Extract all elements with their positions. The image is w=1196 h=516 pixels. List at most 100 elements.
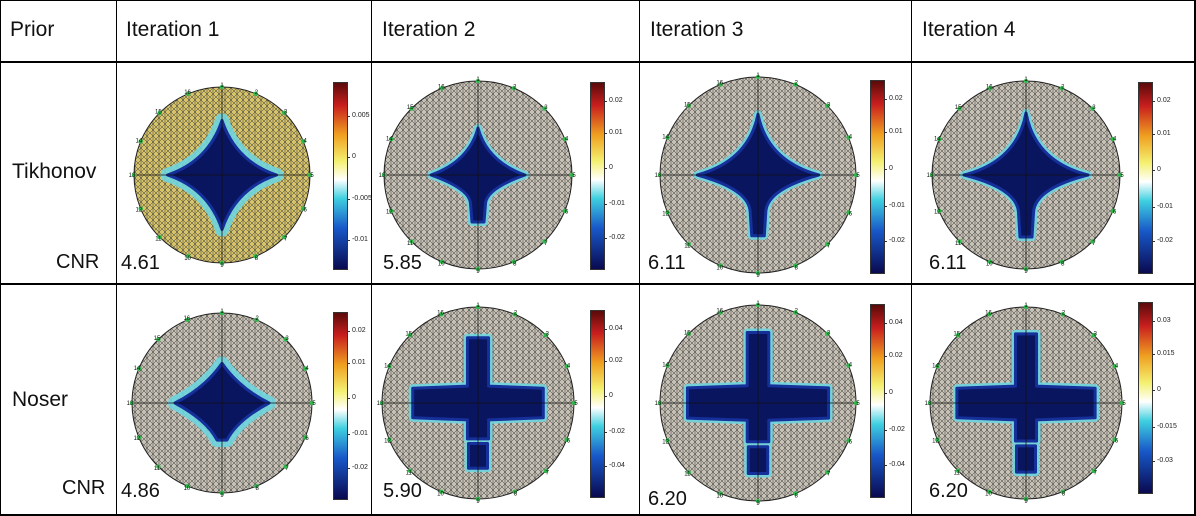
electrode-label: 5: [1120, 173, 1124, 179]
electrode-label: 1: [220, 309, 224, 315]
electrode-marker: [186, 254, 191, 259]
colorbar-tick-label: 0.04: [884, 319, 903, 327]
electrode-marker: [1090, 106, 1095, 111]
electrode-marker: [381, 172, 387, 178]
electrode-label: 5: [1122, 401, 1126, 407]
electrode-label: 15: [955, 105, 962, 111]
electrode-marker: [1091, 468, 1097, 474]
electrode-marker: [407, 332, 413, 338]
electrode-marker: [846, 210, 851, 215]
electrode-label: 6: [849, 439, 853, 445]
electrode-marker: [282, 110, 287, 115]
electrode-marker: [657, 400, 663, 406]
colorbar-tick-label: 0.02: [1152, 97, 1171, 105]
electrode-marker: [718, 263, 723, 268]
electrode-marker: [156, 464, 161, 469]
electrode-label: 12: [384, 439, 391, 445]
electrode-marker: [1023, 496, 1029, 502]
electrode-label: 2: [513, 84, 517, 90]
electrode-label: 8: [514, 492, 518, 498]
electrode-marker: [686, 331, 691, 336]
cnr-value-1-2: 6.20: [648, 488, 687, 510]
electrode-label: 9: [1024, 499, 1028, 505]
electrode-label: 12: [932, 439, 939, 445]
electrode-marker: [755, 74, 761, 80]
electrode-marker: [564, 437, 569, 442]
colorbar-tick-label: 0: [347, 394, 356, 402]
electrode-label: 6: [1115, 439, 1119, 445]
electrode-label: 13: [655, 401, 662, 407]
electrode-marker: [1023, 304, 1029, 310]
colorbar-1-2: [870, 304, 885, 498]
electrode-label: 9: [476, 499, 480, 505]
electrode-marker: [254, 483, 259, 489]
electrode-label: 6: [565, 210, 569, 216]
electrode-label: 8: [795, 493, 799, 499]
table-border-bottom: [0, 514, 1196, 516]
electrode-marker: [846, 438, 851, 443]
colorbar-tick-label: 0.01: [604, 128, 623, 136]
colorbar-tick-label: -0.03: [1152, 457, 1173, 465]
electrode-label: 15: [154, 336, 161, 342]
electrode-label: 14: [932, 363, 939, 369]
electrode-marker: [927, 400, 933, 406]
row-label-noser: Noser: [12, 388, 69, 411]
electrode-label: 4: [303, 139, 307, 145]
colorbar-0-1: [590, 82, 605, 270]
electrode-label: 2: [1062, 310, 1066, 316]
colorbar-tick-label: 0.02: [884, 352, 903, 360]
colorbar-tick-label: 0.015: [1152, 349, 1175, 357]
header-iteration-4: Iteration 4: [922, 18, 1016, 41]
electrode-marker: [511, 259, 517, 265]
electrode-marker: [302, 435, 308, 440]
electrode-marker: [564, 364, 569, 369]
cnr-value-0-3: 6.11: [929, 252, 967, 274]
electrode-marker: [407, 468, 413, 474]
electrode-marker: [562, 136, 568, 142]
electrode-label: 1: [756, 301, 760, 307]
electrode-marker: [439, 259, 445, 265]
electrode-label: 8: [795, 265, 799, 271]
colorbar-tick-label: -0.02: [884, 426, 905, 434]
electrode-marker: [301, 139, 306, 144]
electrode-label: 5: [856, 401, 860, 407]
electrode-label: 16: [986, 84, 993, 90]
electrode-marker: [1110, 208, 1116, 214]
electrode-label: 15: [684, 102, 691, 108]
electrode-marker: [955, 332, 961, 338]
colorbar-0-0: [333, 82, 348, 270]
electrode-label: 14: [134, 366, 141, 372]
colorbar-tick-label: 0: [884, 389, 893, 397]
electrode-marker: [219, 260, 225, 266]
table-border-top: [0, 0, 1196, 1]
colorbar-tick-label: -0.02: [604, 428, 625, 436]
table-divider-header: [0, 61, 1196, 63]
colorbar-tick-label: 0.01: [347, 358, 366, 366]
electrode-marker: [571, 400, 577, 406]
colorbar-tick-label: -0.01: [884, 202, 905, 210]
electrode-label: 16: [716, 81, 723, 87]
electrode-label: 3: [827, 102, 831, 108]
electrode-marker: [542, 106, 547, 111]
electrode-marker: [283, 464, 288, 469]
electrode-label: 15: [155, 109, 162, 115]
electrode-label: 16: [438, 84, 445, 90]
electrode-marker: [718, 82, 723, 87]
colorbar-tick-label: 0: [1152, 166, 1161, 174]
electrode-label: 13: [655, 173, 662, 179]
electrode-label: 16: [184, 90, 191, 96]
electrode-label: 12: [134, 436, 141, 442]
colorbar-1-0: [333, 312, 348, 500]
colorbar-tick-label: -0.02: [884, 237, 905, 245]
electrode-marker: [665, 210, 670, 215]
colorbar-tick-label: -0.02: [1152, 237, 1173, 245]
electrode-label: 5: [572, 173, 576, 179]
colorbar-tick-label: -0.01: [347, 235, 368, 243]
colorbar-tick-label: 0.02: [604, 96, 623, 104]
colorbar-tick-label: 0: [604, 392, 613, 400]
electrode-marker: [387, 437, 392, 442]
electrode-label: 7: [827, 244, 831, 250]
electrode-label: 1: [220, 83, 224, 89]
